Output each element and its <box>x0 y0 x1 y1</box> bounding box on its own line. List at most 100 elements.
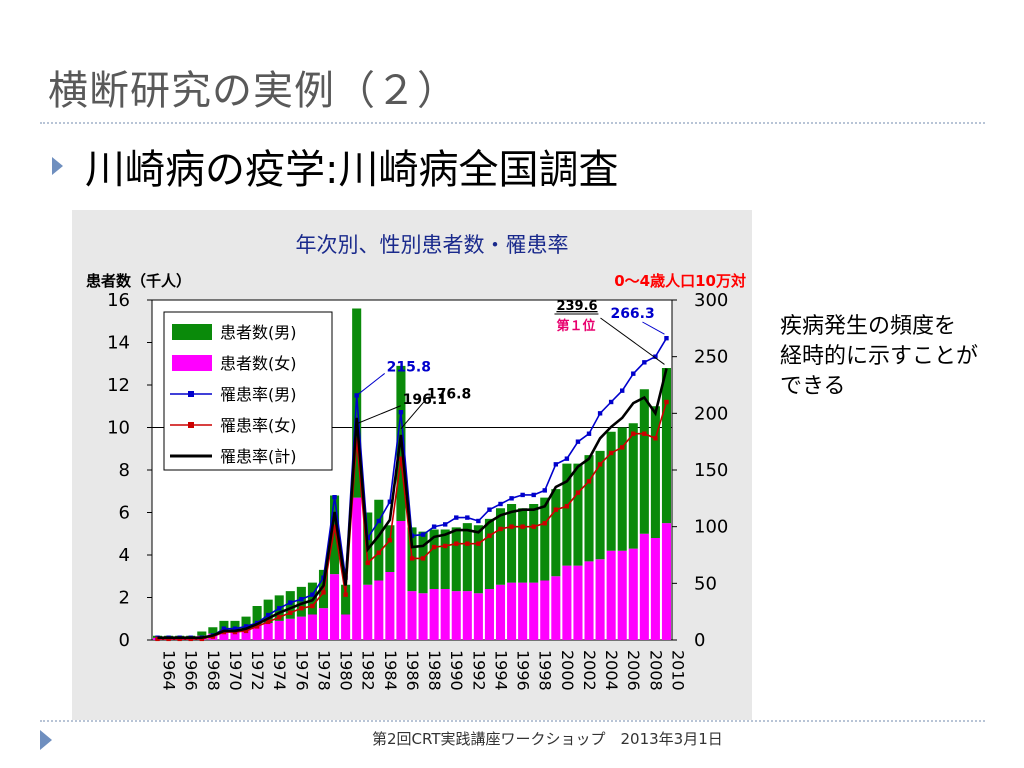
series-marker <box>376 550 382 555</box>
annotation-leader <box>400 400 426 429</box>
title-divider <box>40 122 985 124</box>
series-marker <box>365 560 370 566</box>
series-marker <box>442 522 448 527</box>
x-tick-label: 2000 <box>558 650 577 691</box>
right-tick-label: 150 <box>694 460 728 481</box>
bar-male <box>484 518 494 589</box>
bar-female <box>363 584 373 640</box>
x-tick-label: 1994 <box>491 650 510 691</box>
bar-female <box>551 576 561 640</box>
series-marker <box>498 526 503 532</box>
bar-male <box>208 627 218 634</box>
legend-swatch <box>172 355 212 371</box>
bar-male <box>385 525 395 572</box>
annotation-label: 196.1 <box>403 392 447 408</box>
series-marker <box>476 541 481 546</box>
left-tick-label: 14 <box>107 333 130 354</box>
series-marker <box>487 533 492 538</box>
bar-male <box>551 489 561 577</box>
bar-male <box>606 431 616 551</box>
bar-male <box>473 525 483 594</box>
x-tick-label: 1972 <box>248 650 267 691</box>
bar-female <box>219 631 229 640</box>
left-tick-label: 4 <box>119 545 130 566</box>
bar-female <box>285 618 295 640</box>
chart-panel: 年次別、性別患者数・罹患率 患者数（千人） 0～4歳人口10万対 0 2 4 6 8 10… <box>72 210 752 720</box>
side-note: 疾病発生の頻度を 経時的に示すことが できる <box>780 312 978 402</box>
series-line <box>157 368 668 640</box>
x-tick-label: 1964 <box>160 650 179 691</box>
series-marker <box>387 538 393 543</box>
annotation-label: 215.8 <box>387 359 431 375</box>
note-line: 経時的に示すことが <box>780 344 979 369</box>
chart-title: 年次別、性別患者数・罹患率 <box>296 233 569 257</box>
left-tick-label: 0 <box>119 630 130 651</box>
slide-title: 横断研究の実例（２） <box>48 68 458 114</box>
series-marker <box>487 507 492 512</box>
series-marker <box>564 456 570 461</box>
series-marker <box>387 499 393 504</box>
annotation-label: 176.8 <box>427 387 471 403</box>
x-tick-label: 1992 <box>469 650 488 691</box>
legend-label: 患者数(女) <box>220 354 297 373</box>
series-marker <box>265 619 271 625</box>
bar-male <box>650 406 660 538</box>
x-tick-label: 1984 <box>381 650 400 691</box>
bar-male <box>296 586 306 617</box>
series-marker <box>221 626 227 631</box>
series-marker <box>465 515 470 520</box>
note-line: 疾病発生の頻度を <box>780 314 957 339</box>
legend-label: 罹患率(計) <box>220 447 297 466</box>
right-tick-label: 0 <box>694 630 705 651</box>
bar-female <box>507 582 517 640</box>
bullet-text: 川崎病の疫学:川崎病全国調査 <box>85 147 619 193</box>
series-marker <box>398 410 404 415</box>
bar-female <box>617 550 627 640</box>
annotation-label: 266.3 <box>610 306 654 322</box>
legend-marker <box>188 391 194 397</box>
series-marker <box>476 518 481 524</box>
bar-female <box>462 591 472 640</box>
incidence-chart: 年次別、性別患者数・罹患率 患者数（千人） 0～4歳人口10万対 0 2 4 6 8 10… <box>86 233 746 691</box>
bar-female <box>385 572 395 640</box>
bar-female <box>374 580 384 640</box>
x-tick-label: 1990 <box>447 650 466 691</box>
series-marker <box>398 456 404 461</box>
bar-male <box>374 499 384 581</box>
bar-male <box>529 504 539 583</box>
bar-female <box>573 565 583 640</box>
bar-female <box>562 565 572 640</box>
bar-male <box>440 529 450 589</box>
bar-female <box>495 584 506 640</box>
bar-female <box>451 591 461 640</box>
bar-female <box>252 625 262 640</box>
bar-male <box>230 620 240 632</box>
bar-male <box>241 616 251 630</box>
bar-female <box>606 550 616 640</box>
series-marker <box>343 592 348 597</box>
bullet-item: 川崎病の疫学:川崎病全国調査 <box>52 142 618 193</box>
x-tick-label: 1998 <box>536 650 555 691</box>
x-tick-label: 1966 <box>182 650 201 691</box>
series-marker <box>243 628 249 634</box>
x-tick-label: 1996 <box>514 650 533 691</box>
bar-female <box>484 589 494 640</box>
series-marker <box>442 543 448 549</box>
bar-female <box>341 614 351 640</box>
series-marker <box>542 521 547 526</box>
bar-female <box>639 533 649 640</box>
series-marker <box>531 524 536 529</box>
series-marker <box>265 612 271 618</box>
bar-male <box>462 523 472 592</box>
left-tick-label: 2 <box>119 588 130 609</box>
bar-female <box>429 589 439 640</box>
series-marker <box>420 556 426 561</box>
series-marker <box>277 606 282 611</box>
bar-male <box>628 423 638 549</box>
bar-female <box>352 497 362 640</box>
bar-female <box>307 614 317 640</box>
series-marker <box>277 615 282 620</box>
series-marker <box>608 399 614 405</box>
